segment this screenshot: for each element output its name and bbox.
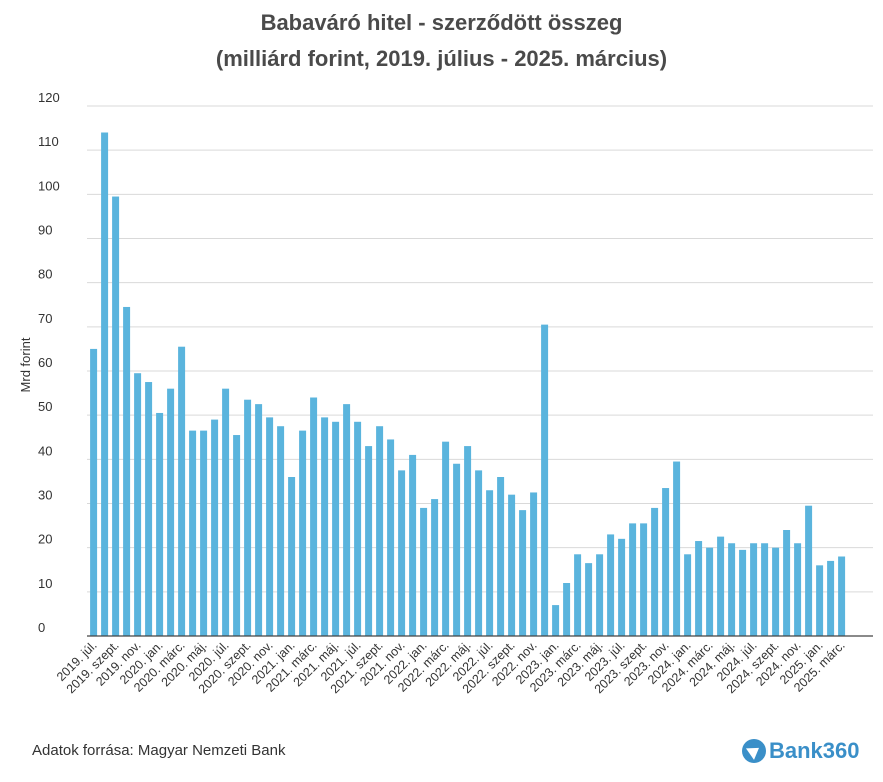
chart-subtitle: (milliárd forint, 2019. július - 2025. m… xyxy=(215,46,668,71)
bar xyxy=(145,382,153,636)
bar xyxy=(398,470,406,636)
source-note: Adatok forrása: Magyar Nemzeti Bank xyxy=(32,742,286,759)
bar xyxy=(431,499,439,636)
y-tick-label: 40 xyxy=(38,443,52,458)
bar xyxy=(750,543,758,636)
bar xyxy=(640,523,648,636)
bar xyxy=(156,412,164,636)
bar xyxy=(717,536,725,636)
bar xyxy=(706,547,714,636)
y-tick-label: 100 xyxy=(38,178,60,193)
bar xyxy=(596,554,604,636)
logo-text: Bank360 xyxy=(769,738,860,763)
bar xyxy=(695,541,703,636)
bar xyxy=(464,446,472,636)
bar xyxy=(211,419,219,636)
bar xyxy=(288,477,296,636)
bar xyxy=(772,547,780,636)
bar xyxy=(167,388,175,636)
bar xyxy=(728,543,736,636)
bar xyxy=(200,430,208,636)
bar xyxy=(442,441,450,636)
y-tick-label: 50 xyxy=(38,399,52,414)
y-axis-ticks: 0 10 20 30 40 50 60 70 80 90 100 110 120 xyxy=(38,90,60,635)
bar xyxy=(552,605,560,636)
bar xyxy=(585,563,593,636)
y-axis-label: Mrd forint xyxy=(18,337,33,392)
chart-title: Babaváró hitel - szerződött összeg xyxy=(260,10,623,35)
bar xyxy=(420,507,428,636)
bar xyxy=(178,346,186,636)
y-tick-label: 90 xyxy=(38,223,52,238)
bar xyxy=(497,477,505,636)
y-tick-label: 20 xyxy=(38,532,52,547)
bar xyxy=(222,388,230,636)
bar xyxy=(266,417,274,636)
bar xyxy=(618,538,626,636)
bar xyxy=(310,397,318,636)
bar xyxy=(519,510,527,636)
bar xyxy=(629,523,637,636)
bar xyxy=(112,196,120,636)
gridlines xyxy=(87,105,873,593)
y-tick-label: 0 xyxy=(38,620,45,635)
bar xyxy=(123,306,131,636)
bar xyxy=(486,490,494,636)
bar xyxy=(684,554,692,636)
bar xyxy=(277,426,285,636)
bar xyxy=(376,426,384,636)
bar xyxy=(651,507,659,636)
bars xyxy=(90,132,846,636)
bar xyxy=(101,132,109,636)
bar xyxy=(761,543,769,636)
y-tick-label: 70 xyxy=(38,311,52,326)
bar xyxy=(530,492,538,636)
logo-icon xyxy=(742,739,766,763)
bar xyxy=(255,404,263,636)
bar xyxy=(134,373,142,636)
bar xyxy=(233,435,241,636)
bar xyxy=(387,439,395,636)
bar xyxy=(739,549,747,636)
y-tick-label: 10 xyxy=(38,576,52,591)
bar xyxy=(508,494,516,636)
bar xyxy=(453,463,461,636)
bar xyxy=(189,430,197,636)
bar xyxy=(409,454,417,636)
x-axis-ticks: 2019. júl.2019. szept.2019. nov.2020. ja… xyxy=(54,638,848,696)
bar xyxy=(365,446,373,636)
bar xyxy=(343,404,351,636)
bar xyxy=(783,530,791,636)
bar xyxy=(574,554,582,636)
y-tick-label: 30 xyxy=(38,488,52,503)
bar xyxy=(794,543,802,636)
bar xyxy=(827,560,835,636)
bar xyxy=(662,488,670,636)
y-tick-label: 110 xyxy=(38,134,59,149)
bank360-logo: Bank360 xyxy=(742,738,860,764)
bar xyxy=(321,417,329,636)
y-tick-label: 60 xyxy=(38,355,52,370)
y-tick-label: 80 xyxy=(38,267,52,282)
bar xyxy=(607,534,615,636)
bar xyxy=(332,421,340,636)
bar xyxy=(838,556,846,636)
bar xyxy=(816,565,824,636)
bar xyxy=(299,430,307,636)
bar-chart: 0 10 20 30 40 50 60 70 80 90 100 110 120 2019. júl.2… xyxy=(18,90,873,696)
bar xyxy=(354,421,362,636)
bar xyxy=(541,324,549,636)
bar xyxy=(244,399,252,636)
bar xyxy=(673,461,681,636)
bar xyxy=(805,505,813,636)
bar xyxy=(90,348,98,636)
y-tick-label: 120 xyxy=(38,90,60,105)
bar xyxy=(563,583,571,636)
bar xyxy=(475,470,483,636)
